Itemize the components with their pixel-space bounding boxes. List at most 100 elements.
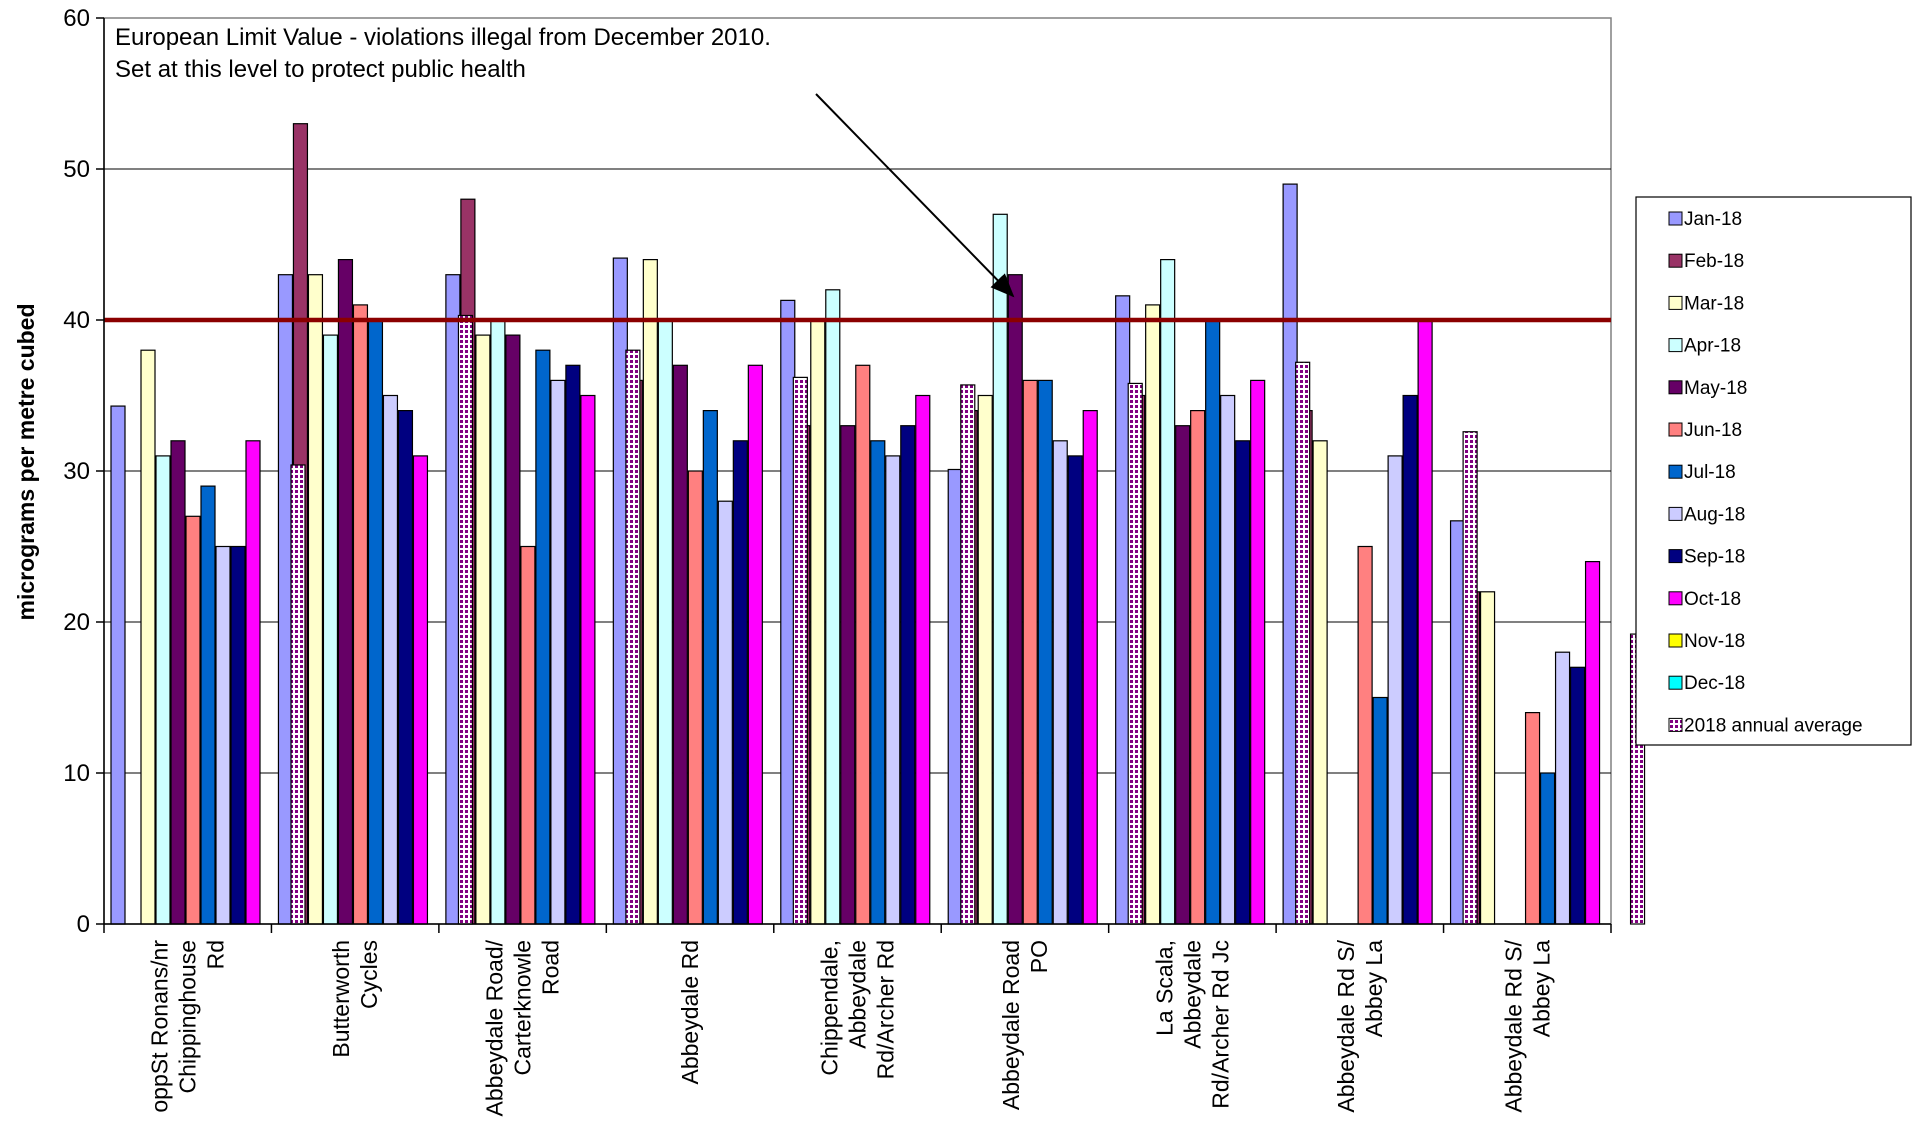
y-tick-label: 40 — [63, 307, 90, 334]
category-label-3: Abbeydale Rd — [677, 940, 703, 1085]
bar-aug-18-5 — [1052, 440, 1068, 925]
legend-swatch — [1668, 675, 1683, 690]
category-label-line: Butterworth — [328, 940, 354, 1058]
bar-jan-18-0 — [110, 405, 126, 925]
bar-may-18-5 — [1007, 274, 1023, 925]
category-label-line: La Scala, — [1151, 940, 1177, 1036]
bar-oct-18-1 — [412, 455, 429, 925]
legend-label: Nov-18 — [1684, 631, 1745, 652]
bar-mar-18-3 — [642, 259, 658, 925]
bar-jun-18-2 — [520, 545, 536, 925]
bar-jul-18-2 — [535, 349, 551, 925]
legend-label: Aug-18 — [1684, 504, 1745, 525]
bar-sep-18-6 — [1235, 440, 1251, 925]
axes: 0 10 20 30 40 50 60 oppSt Ronans/nr Chippinghous… — [63, 5, 1612, 1116]
bar-oct-18-0 — [245, 440, 261, 925]
bar-mar-18-1 — [307, 274, 324, 925]
y-tick-label: 60 — [63, 5, 90, 32]
bar-jun-18-8 — [1524, 711, 1541, 925]
legend-swatch — [1668, 591, 1683, 606]
bar-jul-18-1 — [367, 319, 384, 925]
legend-swatch — [1668, 717, 1683, 732]
category-label-line: oppSt Ronans/nr — [147, 940, 173, 1113]
bar-may-18-4 — [840, 425, 856, 925]
bar-jun-18-4 — [855, 364, 871, 925]
bar-aug-18-2 — [550, 379, 566, 925]
bar-apr-18-1 — [322, 334, 339, 925]
bar-mar-18-5 — [977, 394, 993, 925]
bar-may-18-2 — [505, 334, 521, 925]
bar-jan-18-5 — [947, 468, 963, 925]
bar-2018-annual-average-2 — [625, 349, 641, 925]
bar-2018-annual-average-5 — [1127, 382, 1143, 925]
category-label-5: Abbeydale Road PO — [998, 940, 1052, 1110]
bar-may-18-6 — [1175, 425, 1191, 925]
bar-2018-annual-average-3 — [792, 376, 808, 925]
bar-mar-18-0 — [140, 349, 156, 925]
bar-apr-18-0 — [155, 455, 171, 925]
bar-2018-annual-average-6 — [1295, 361, 1311, 925]
bar-aug-18-6 — [1220, 394, 1236, 925]
bar-jun-18-0 — [185, 515, 201, 925]
category-label-2: Abbeydale Road/Carterknowle Road — [482, 939, 564, 1116]
legend-swatch — [1668, 549, 1683, 564]
y-tick-label: 30 — [63, 458, 90, 485]
bar-apr-18-3 — [657, 319, 673, 925]
bar-aug-18-8 — [1554, 651, 1571, 925]
bar-may-18-3 — [672, 364, 688, 925]
legend-label: Apr-18 — [1684, 336, 1741, 357]
category-label-8: Abbeydale Rd S/Abbey La — [1500, 939, 1554, 1112]
legend-swatch — [1668, 506, 1683, 521]
legend-swatch — [1668, 633, 1683, 648]
bar-apr-18-6 — [1160, 259, 1176, 925]
bar-aug-18-4 — [885, 455, 901, 925]
bar-jul-18-6 — [1205, 319, 1221, 925]
category-label-line: Chippinghouse — [175, 940, 201, 1093]
bar-2018-annual-average-1 — [457, 314, 474, 925]
bar-oct-18-5 — [1082, 410, 1098, 925]
bar-oct-18-6 — [1250, 379, 1266, 925]
category-label-0: oppSt Ronans/nr Chippinghouse Rd — [147, 940, 229, 1113]
y-tick-label: 0 — [77, 911, 90, 938]
y-tick-label: 20 — [63, 609, 90, 636]
bar-may-18-0 — [170, 440, 186, 925]
legend-label: Sep-18 — [1684, 547, 1745, 568]
legend-swatch — [1668, 211, 1683, 226]
bar-sep-18-4 — [900, 425, 916, 925]
bar-oct-18-3 — [747, 364, 763, 925]
legend-label: Jul-18 — [1684, 462, 1736, 483]
legend-label: Mar-18 — [1684, 293, 1744, 314]
annotation-line-2: Set at this level to protect public heal… — [115, 56, 526, 83]
bar-sep-18-8 — [1569, 666, 1586, 925]
bar-jan-18-4 — [780, 299, 796, 925]
bar-mar-18-2 — [475, 334, 491, 925]
legend-label: Feb-18 — [1684, 251, 1744, 272]
category-label-line: Rd — [203, 940, 229, 969]
category-label-line: Rd/Archer Rd — [873, 940, 899, 1079]
y-tick-label: 50 — [63, 156, 90, 183]
annotation-arrow — [815, 93, 1015, 298]
bar-sep-18-1 — [397, 410, 414, 925]
category-label-line: Abbeydale Rd — [677, 940, 703, 1085]
bar-oct-18-8 — [1584, 560, 1601, 925]
y-tick-label: 10 — [63, 760, 90, 787]
bar-jul-18-4 — [870, 440, 886, 925]
bar-apr-18-2 — [490, 319, 506, 925]
legend-swatch — [1668, 295, 1683, 310]
bar-oct-18-2 — [580, 394, 596, 925]
bar-2018-annual-average-7 — [1462, 431, 1478, 925]
category-label-7: Abbeydale Rd S/Abbey La — [1333, 939, 1387, 1112]
bar-jul-18-8 — [1539, 772, 1556, 925]
legend-label: May-18 — [1684, 378, 1747, 399]
bar-sep-18-0 — [230, 545, 246, 925]
category-label-line: Abbeydale Rd S/ — [1500, 939, 1526, 1112]
bar-jun-18-6 — [1190, 410, 1206, 925]
bar-jul-18-5 — [1037, 379, 1053, 925]
legend-label: Oct-18 — [1684, 589, 1741, 610]
bar-jan-18-7 — [1282, 183, 1298, 925]
legend-swatch — [1668, 380, 1683, 395]
bar-aug-18-3 — [717, 500, 733, 925]
bar-may-18-1 — [337, 259, 354, 925]
category-label-line: Road — [538, 940, 564, 995]
